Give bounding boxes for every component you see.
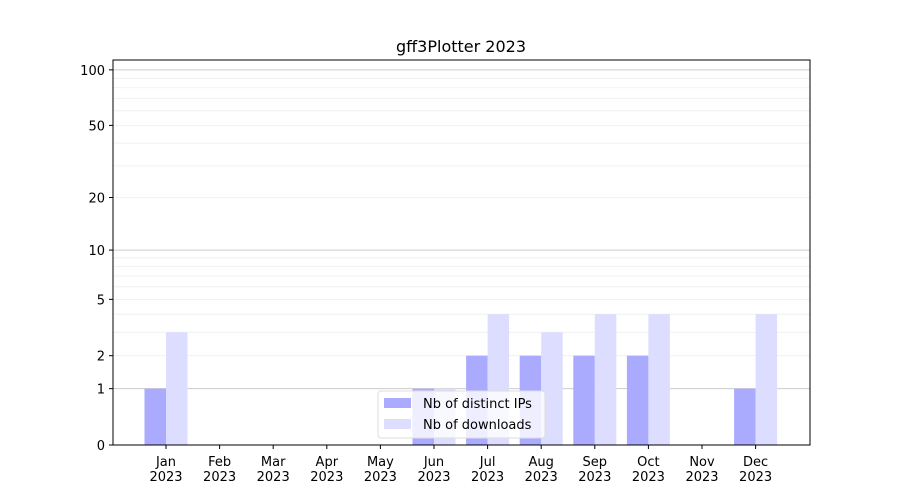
y-tick-label: 10 (88, 244, 105, 259)
bar-distinct-ips (144, 388, 166, 445)
x-tick-label: Apr 2023 (310, 455, 343, 485)
legend: Nb of distinct IPs Nb of downloads (377, 390, 546, 439)
x-tick-label: Jul 2023 (471, 455, 504, 485)
legend-box (377, 390, 546, 439)
x-tick-label: Jan 2023 (149, 455, 182, 485)
y-tick-label: 100 (80, 64, 105, 79)
x-tick-label: Dec 2023 (739, 455, 772, 485)
bar-downloads (541, 332, 563, 445)
x-tick-label: Jun 2023 (417, 455, 450, 485)
legend-swatch (384, 398, 411, 408)
bar-downloads (755, 314, 778, 445)
chart-title: gff3Plotter 2023 (396, 37, 526, 56)
y-tick-label: 20 (88, 192, 105, 207)
x-tick-label: Oct 2023 (632, 455, 665, 485)
x-tick-label: Mar 2023 (257, 455, 290, 485)
y-tick-label: 1 (97, 383, 105, 398)
y-tick-label: 2 (97, 350, 105, 365)
bar-distinct-ips (626, 355, 649, 445)
y-tick-label: 50 (88, 119, 105, 134)
legend-label: Nb of downloads (423, 418, 532, 433)
bar-downloads (594, 314, 617, 445)
bar-downloads (648, 314, 670, 445)
legend-label: Nb of distinct IPs (423, 397, 532, 412)
bar-downloads (166, 332, 188, 445)
y-tick-label: 0 (97, 439, 105, 454)
bar-distinct-ips (734, 388, 756, 445)
plot-frame (112, 59, 811, 446)
x-tick-label: May 2023 (364, 455, 397, 485)
y-tick-label: 5 (97, 293, 105, 308)
legend-swatch (384, 419, 411, 429)
bar-distinct-ips (573, 355, 595, 445)
x-tick-label: Nov 2023 (685, 455, 718, 485)
x-tick-label: Sep 2023 (578, 455, 611, 485)
x-tick-label: Aug 2023 (525, 455, 558, 485)
x-tick-label: Feb 2023 (203, 455, 236, 485)
